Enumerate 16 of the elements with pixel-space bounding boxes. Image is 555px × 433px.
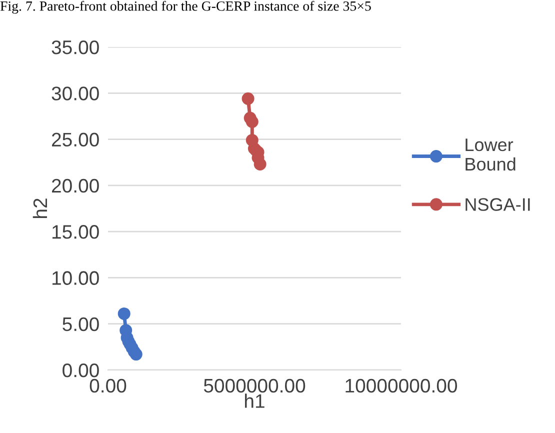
y-tick-label: 25.00 [52, 132, 99, 147]
x-tick-label: 5000000.00 [204, 378, 306, 393]
x-axis-title: h1 [245, 394, 264, 408]
y-tick-label: 5.00 [62, 317, 99, 332]
y-tick-label: 20.00 [52, 178, 99, 193]
y-axis-title: h2 [32, 198, 47, 218]
legend-label: NSGA-II [466, 198, 530, 211]
y-tick-label: 15.00 [52, 225, 99, 239]
x-tick-label: 10000000.00 [346, 378, 458, 393]
y-tick-label: 10.00 [52, 271, 99, 285]
y-tick-label: 0.00 [62, 363, 99, 378]
chart-title: Fig. 7. Pareto-front obtained for the G-CERP instance of size 35×5 [0, 0, 371, 14]
y-tick-label: 30.00 [52, 86, 99, 100]
y-tick-label: 35.00 [52, 40, 99, 54]
x-tick-label: 0.00 [90, 378, 126, 393]
legend-label: Lower Bound [466, 138, 516, 171]
